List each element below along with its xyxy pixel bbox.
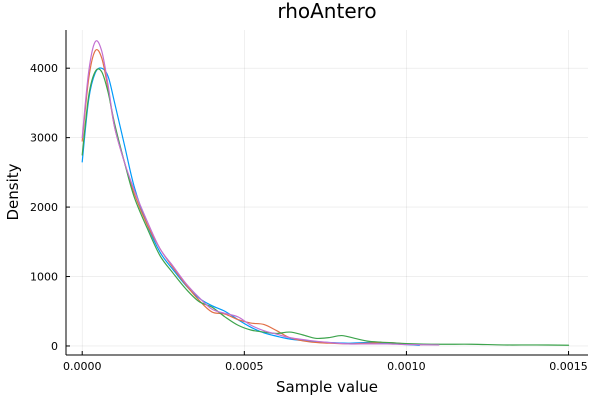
y-tick-label: 2000 xyxy=(30,201,58,214)
x-tick-label: 0.0015 xyxy=(549,360,588,373)
y-tick-label: 4000 xyxy=(30,62,58,75)
x-axis-title: Sample value xyxy=(276,378,378,396)
y-tick-label: 0 xyxy=(51,340,58,353)
series-group xyxy=(81,40,570,346)
series-line-4 xyxy=(81,40,440,346)
x-tick-label: 0.0000 xyxy=(63,360,102,373)
x-tick-label: 0.0005 xyxy=(225,360,264,373)
x-tick-label: 0.0010 xyxy=(387,360,426,373)
y-tick-label: 3000 xyxy=(30,132,58,145)
y-axis-title: Density xyxy=(4,163,22,220)
axes xyxy=(65,30,588,356)
y-tick-label: 1000 xyxy=(30,271,58,284)
grid xyxy=(66,30,588,355)
chart-title: rhoAntero xyxy=(277,0,376,23)
ticks: 0.0000 0.0005 0.0010 0.0015 0 1000 2000 3000 400… xyxy=(30,62,588,373)
series-line-3 xyxy=(81,68,570,346)
